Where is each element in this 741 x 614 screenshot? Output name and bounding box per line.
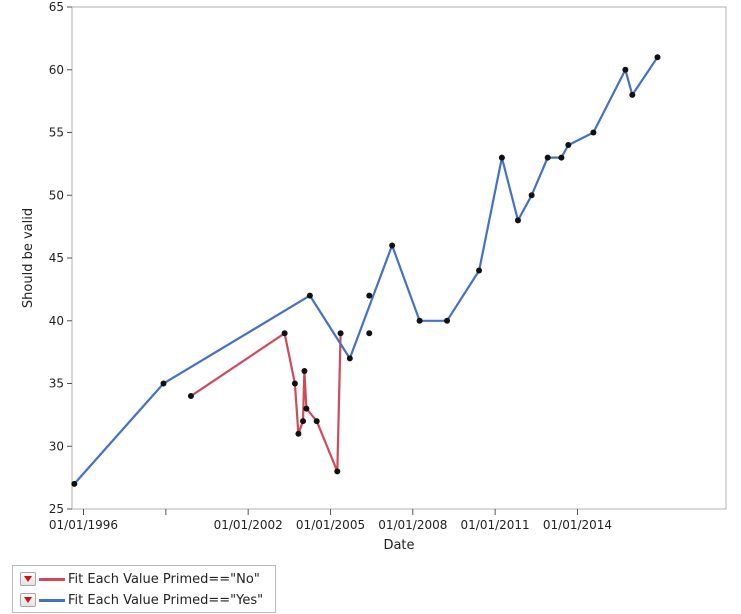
x-tick-label: 01/01/1996 [49, 518, 118, 532]
y-tick-label: 55 [49, 126, 64, 140]
data-point-series-1 [565, 142, 572, 149]
data-point-series-1 [498, 154, 505, 161]
data-point-series-1 [306, 292, 313, 299]
disclosure-triangle-icon[interactable] [20, 572, 36, 586]
data-point-series-1 [544, 154, 551, 161]
legend-label-yes: Fit Each Value Primed=="Yes" [68, 592, 264, 608]
y-axis-title: Should be valid [21, 208, 36, 308]
data-point-series-1 [444, 317, 451, 324]
y-tick-label: 45 [49, 251, 64, 265]
data-point-series-1 [654, 54, 661, 61]
x-axis: 01/01/1996 01/01/2002 01/01/2005 01/01/2008… [49, 509, 612, 532]
x-tick-label: 01/01/2014 [543, 518, 612, 532]
data-point-series-0 [334, 468, 341, 475]
x-axis-title: Date [383, 538, 414, 553]
legend-item-no: Fit Each Value Primed=="No" [20, 569, 260, 589]
legend: Fit Each Value Primed=="No" Fit Each Val… [12, 565, 276, 613]
series-line-0 [190, 332, 342, 473]
data-point-series-0 [303, 405, 310, 412]
y-tick-label: 35 [49, 377, 64, 391]
data-point-series-0 [187, 393, 194, 400]
x-tick-label: 01/01/2011 [461, 518, 530, 532]
data-point-series-1 [476, 267, 483, 274]
data-point-series-1 [389, 242, 396, 249]
data-point-series-1 [514, 217, 521, 224]
data-point-series-0 [281, 330, 288, 337]
data-point-series-1 [558, 154, 565, 161]
y-tick-label: 50 [49, 188, 64, 202]
series-line-1 [73, 56, 659, 485]
x-tick-label: 01/01/2005 [296, 518, 365, 532]
x-tick-label: 01/01/2008 [378, 518, 447, 532]
legend-swatch-yes [39, 598, 65, 602]
y-tick-label: 65 [49, 0, 64, 14]
data-point-series-0 [300, 418, 307, 425]
data-points [71, 54, 661, 487]
data-point-series-1 [416, 317, 423, 324]
data-point-series-1 [528, 192, 535, 199]
series-lines [73, 56, 659, 485]
data-point-unconnected [366, 292, 373, 299]
data-point-series-1 [346, 355, 353, 362]
legend-item-yes: Fit Each Value Primed=="Yes" [20, 590, 263, 610]
data-point-series-1 [160, 380, 167, 387]
data-point-series-1 [590, 129, 597, 136]
data-point-series-0 [295, 430, 302, 437]
data-point-series-0 [337, 330, 344, 337]
data-point-series-0 [291, 380, 298, 387]
y-tick-label: 30 [49, 439, 64, 453]
y-tick-label: 25 [49, 502, 64, 516]
y-tick-label: 60 [49, 63, 64, 77]
data-point-series-1 [622, 66, 629, 73]
y-tick-label: 40 [49, 314, 64, 328]
data-point-series-1 [629, 91, 636, 98]
data-point-series-0 [301, 367, 308, 374]
legend-swatch-no [39, 577, 65, 581]
y-axis: 25 30 35 40 45 50 55 60 65 [49, 0, 72, 516]
x-tick-label: 01/01/2002 [214, 518, 283, 532]
plot-frame [71, 6, 727, 510]
disclosure-triangle-icon[interactable] [20, 593, 36, 607]
data-point-series-0 [313, 418, 320, 425]
data-point-series-1 [71, 480, 78, 487]
data-point-unconnected [366, 330, 373, 337]
legend-label-no: Fit Each Value Primed=="No" [68, 571, 260, 587]
